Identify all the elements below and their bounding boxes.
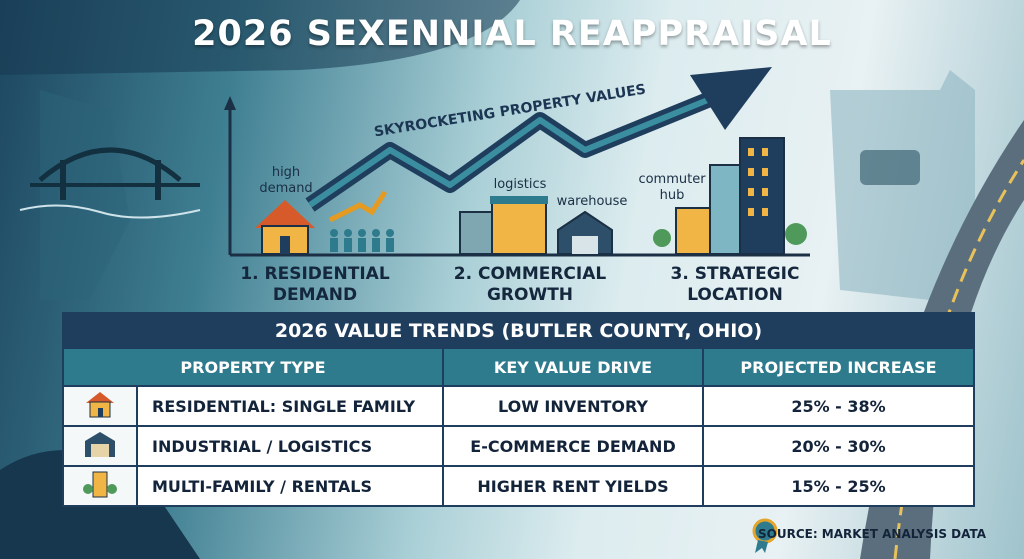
value-table: 2026 VALUE TRENDS (BUTLER COUNTY, OHIO) … <box>62 312 975 507</box>
source-note: SOURCE: MARKET ANALYSIS DATA <box>757 527 986 541</box>
row-icon <box>62 425 138 467</box>
table-title: 2026 VALUE TRENDS (BUTLER COUNTY, OHIO) <box>62 312 975 349</box>
cell: MULTI-FAMILY / RENTALS <box>136 465 444 507</box>
page-title: 2026 SEXENNIAL REAPPRAISAL <box>192 14 832 54</box>
pillar-label: 1. RESIDENTIAL DEMAND <box>240 264 390 305</box>
column-header: PROJECTED INCREASE <box>702 347 975 387</box>
pillar-label: 2. COMMERCIAL GROWTH <box>453 264 607 305</box>
cell: E-COMMERCE DEMAND <box>442 425 704 467</box>
cell: RESIDENTIAL: SINGLE FAMILY <box>136 385 444 427</box>
cell: INDUSTRIAL / LOGISTICS <box>136 425 444 467</box>
cell: HIGHER RENT YIELDS <box>442 465 704 507</box>
cell: 20% - 30% <box>702 425 975 467</box>
tag: logistics <box>493 177 547 192</box>
cell: 25% - 38% <box>702 385 975 427</box>
tag: high demand <box>259 165 313 196</box>
column-header: KEY VALUE DRIVE <box>442 347 704 387</box>
row-icon <box>62 385 138 427</box>
column-header: PROPERTY TYPE <box>62 347 444 387</box>
cell: 15% - 25% <box>702 465 975 507</box>
tag: commuter hub <box>638 172 706 203</box>
pillar-label: 3. STRATEGIC LOCATION <box>670 264 800 305</box>
cell: LOW INVENTORY <box>442 385 704 427</box>
tag: warehouse <box>556 194 628 209</box>
row-icon <box>62 465 138 507</box>
